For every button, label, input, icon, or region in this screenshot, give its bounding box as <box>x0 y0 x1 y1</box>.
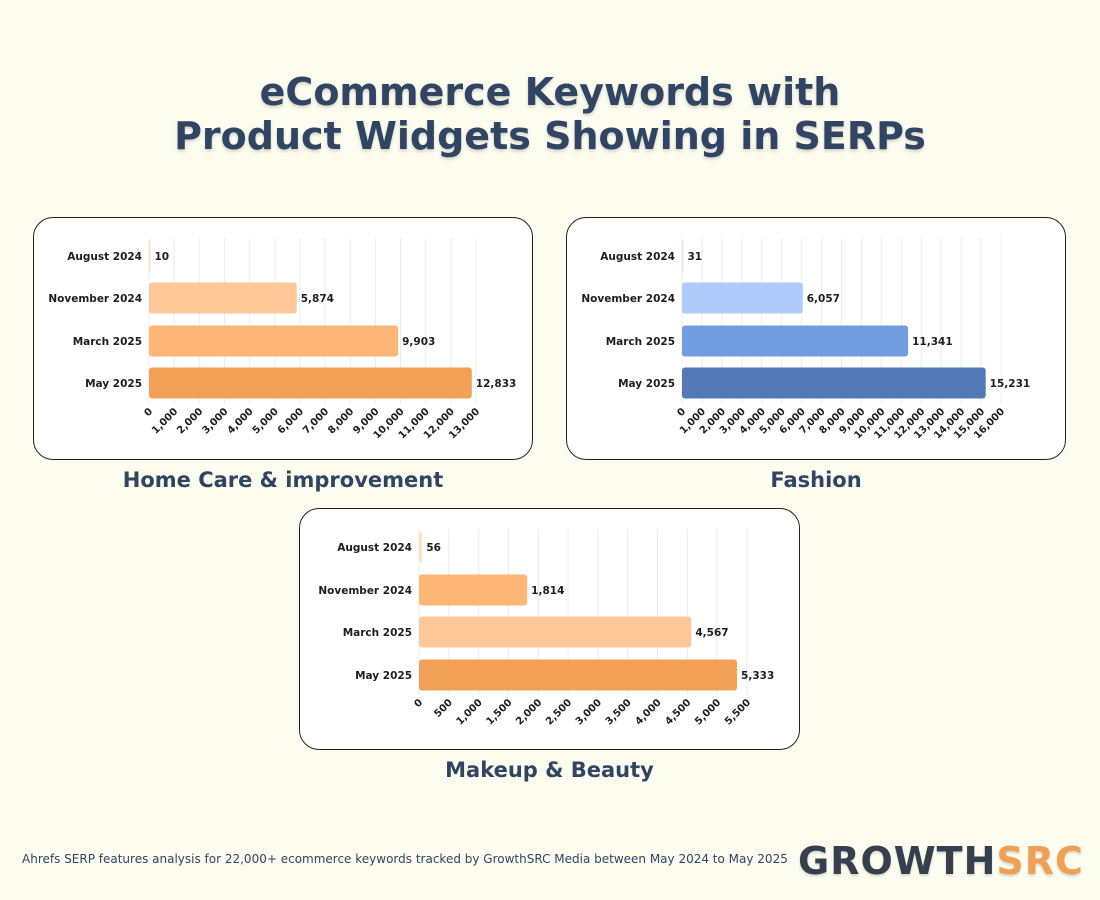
chart-makeup-beauty: August 2024 56 November 2024 1,814 March 202… <box>318 529 774 727</box>
category-label: November 2024 <box>48 293 142 305</box>
category-label: March 2025 <box>606 336 675 348</box>
tick-label: 2,000 <box>175 406 205 436</box>
category-label: November 2024 <box>318 585 412 597</box>
tick-label: 1,500 <box>484 697 514 727</box>
chart-panel-home-care: August 2024 10 November 2024 5,874 March 202… <box>33 217 533 460</box>
tick-label: 1,000 <box>455 697 485 727</box>
category-label: August 2024 <box>337 542 412 554</box>
category-label: August 2024 <box>67 251 142 263</box>
value-label: 1,814 <box>531 585 564 597</box>
tick-label: 500 <box>432 697 455 720</box>
value-label: 31 <box>688 251 703 263</box>
bar <box>682 240 684 272</box>
tick-label: 0 <box>675 406 688 419</box>
tick-label: 5,000 <box>693 697 723 727</box>
growthsrc-logo: GROWTHSRC <box>798 838 1084 884</box>
bar <box>149 240 151 272</box>
bar <box>149 282 297 314</box>
bar <box>682 325 909 357</box>
chart-caption-makeup-beauty: Makeup & Beauty <box>445 758 654 782</box>
value-label: 5,874 <box>301 293 334 305</box>
tick-label: 4,500 <box>663 697 693 727</box>
value-label: 56 <box>426 542 441 554</box>
category-label: November 2024 <box>581 293 675 305</box>
tick-label: 0 <box>142 406 155 419</box>
tick-label: 8,000 <box>326 406 356 436</box>
bar <box>682 367 986 399</box>
tick-label: 5,000 <box>251 406 281 436</box>
tick-label: 4,000 <box>226 406 256 436</box>
tick-label: 3,500 <box>604 697 634 727</box>
value-label: 9,903 <box>402 336 435 348</box>
chart-panel-makeup-beauty: August 2024 56 November 2024 1,814 March 202… <box>299 508 800 750</box>
chart-home-care: August 2024 10 November 2024 5,874 March 202… <box>48 238 517 441</box>
tick-label: 2,500 <box>544 697 574 727</box>
bar <box>419 531 423 563</box>
chart-caption-home-care: Home Care & improvement <box>122 468 444 492</box>
value-label: 10 <box>155 251 170 263</box>
chart-fashion: August 2024 31 November 2024 6,057 March 202… <box>581 238 1031 441</box>
footer-note: Ahrefs SERP features analysis for 22,000… <box>22 852 788 866</box>
bar <box>419 616 692 648</box>
tick-label: 6,000 <box>276 406 306 436</box>
value-label: 5,333 <box>741 670 774 682</box>
category-label: August 2024 <box>600 251 675 263</box>
bar <box>419 574 528 606</box>
tick-label: 2,000 <box>514 697 544 727</box>
value-label: 6,057 <box>807 293 840 305</box>
category-label: March 2025 <box>343 627 412 639</box>
logo-part-growth: GROWTH <box>798 839 997 883</box>
value-label: 12,833 <box>476 378 517 390</box>
chart-panel-fashion: August 2024 31 November 2024 6,057 March 202… <box>566 217 1066 460</box>
category-label: May 2025 <box>618 378 675 390</box>
tick-label: 3,000 <box>574 697 604 727</box>
tick-label: 7,000 <box>301 406 331 436</box>
value-label: 4,567 <box>695 627 728 639</box>
category-label: March 2025 <box>73 336 142 348</box>
bar <box>149 367 472 399</box>
category-label: May 2025 <box>85 378 142 390</box>
bar <box>419 659 738 691</box>
tick-label: 1,000 <box>150 406 180 436</box>
bar <box>682 282 803 314</box>
title-line-1: eCommerce Keywords with <box>259 70 841 114</box>
tick-label: 4,000 <box>634 697 664 727</box>
title-line-2: Product Widgets Showing in SERPs <box>174 114 926 158</box>
chart-caption-fashion: Fashion <box>770 468 862 492</box>
value-label: 15,231 <box>990 378 1031 390</box>
bar <box>149 325 399 357</box>
value-label: 11,341 <box>912 336 953 348</box>
tick-label: 3,000 <box>200 406 230 436</box>
page-title: eCommerce Keywords with Product Widgets … <box>0 70 1100 158</box>
tick-label: 5,500 <box>723 697 753 727</box>
category-label: May 2025 <box>355 670 412 682</box>
logo-part-src: SRC <box>996 839 1084 883</box>
tick-label: 0 <box>412 697 425 710</box>
